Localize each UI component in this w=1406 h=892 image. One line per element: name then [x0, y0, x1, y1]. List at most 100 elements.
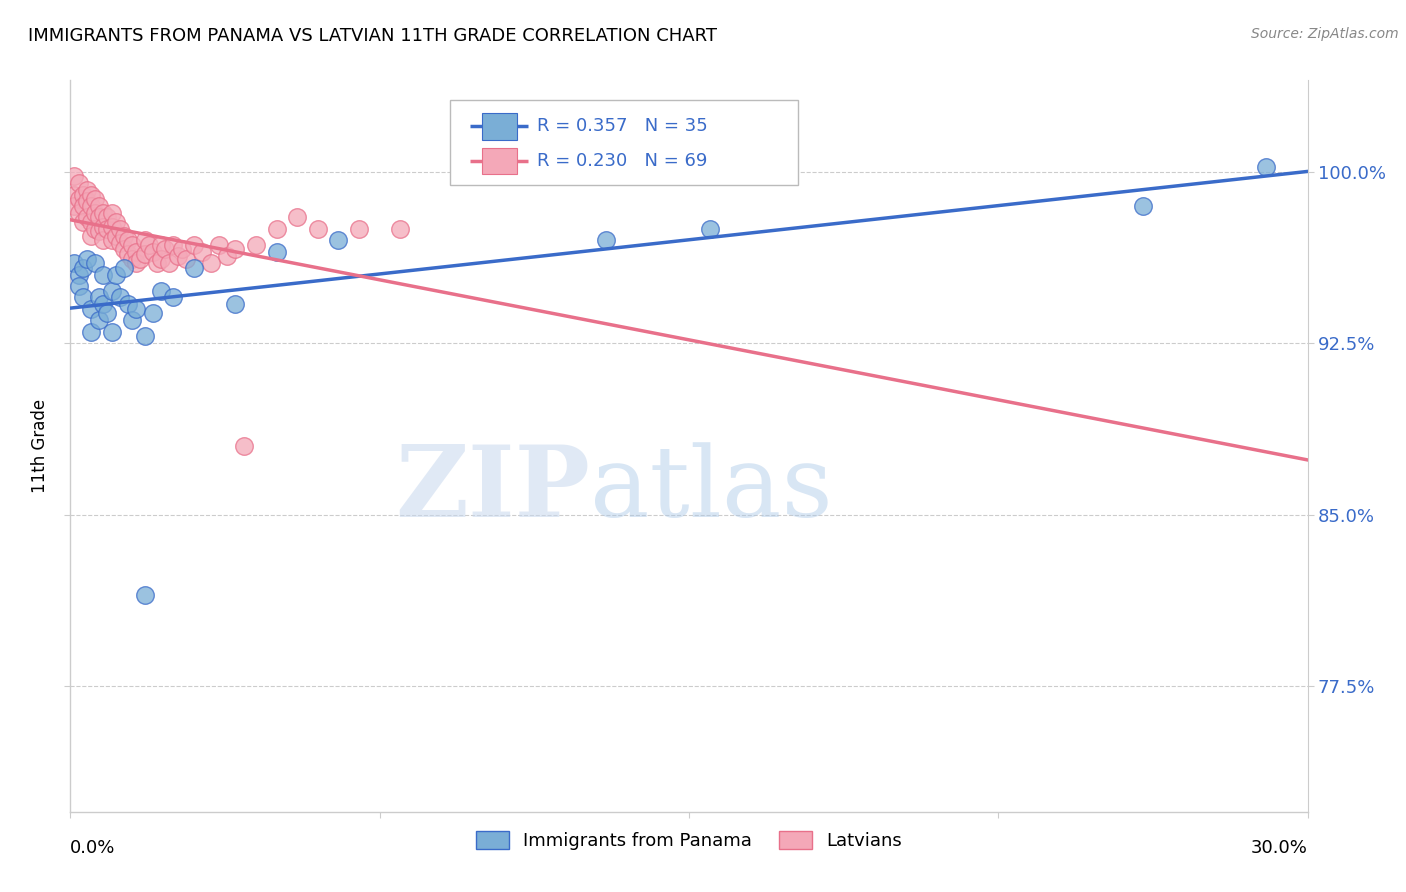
Point: [162, 238, 184, 252]
Point: [121, 313, 143, 327]
Point: [1132, 199, 1154, 213]
Point: [80, 301, 103, 316]
Point: [117, 233, 139, 247]
Point: [63, 199, 86, 213]
Point: [80, 325, 103, 339]
Point: [142, 244, 165, 259]
Point: [100, 233, 122, 247]
Point: [72, 260, 94, 275]
Point: [134, 329, 156, 343]
Point: [307, 222, 329, 236]
Point: [108, 235, 131, 250]
Point: [100, 219, 122, 234]
Point: [121, 238, 143, 252]
FancyBboxPatch shape: [482, 147, 517, 174]
Point: [84, 222, 107, 236]
Point: [104, 228, 127, 243]
Point: [67, 192, 90, 206]
Point: [63, 169, 86, 184]
Point: [134, 233, 156, 247]
Point: [266, 244, 288, 259]
Point: [84, 256, 107, 270]
Point: [245, 238, 267, 252]
Point: [67, 176, 90, 190]
Point: [67, 279, 90, 293]
Text: Source: ZipAtlas.com: Source: ZipAtlas.com: [1251, 27, 1399, 41]
Point: [76, 252, 98, 266]
Point: [150, 238, 173, 252]
Point: [138, 238, 160, 252]
Point: [104, 268, 127, 282]
Point: [125, 256, 148, 270]
Point: [389, 222, 412, 236]
FancyBboxPatch shape: [450, 100, 797, 185]
Point: [100, 325, 122, 339]
Point: [91, 206, 114, 220]
Point: [89, 211, 111, 225]
Text: R = 0.230   N = 69: R = 0.230 N = 69: [537, 152, 707, 169]
Point: [134, 588, 156, 602]
Point: [129, 252, 152, 266]
Point: [112, 260, 135, 275]
Point: [150, 252, 173, 266]
Point: [72, 290, 94, 304]
Legend: Immigrants from Panama, Latvians: Immigrants from Panama, Latvians: [470, 823, 908, 857]
Point: [266, 222, 288, 236]
Point: [224, 243, 246, 257]
Point: [89, 313, 111, 327]
Point: [96, 211, 118, 225]
Point: [125, 301, 148, 316]
Point: [200, 256, 222, 270]
Point: [157, 256, 180, 270]
FancyBboxPatch shape: [482, 113, 517, 139]
Point: [183, 238, 205, 252]
Point: [232, 439, 254, 453]
Point: [63, 256, 86, 270]
Point: [84, 192, 107, 206]
Point: [183, 260, 205, 275]
Point: [170, 243, 193, 257]
Point: [224, 297, 246, 311]
Point: [91, 268, 114, 282]
Text: R = 0.357   N = 35: R = 0.357 N = 35: [537, 118, 707, 136]
Point: [142, 306, 165, 320]
Point: [76, 183, 98, 197]
Point: [117, 297, 139, 311]
Point: [125, 244, 148, 259]
Point: [150, 284, 173, 298]
Point: [174, 252, 197, 266]
Point: [153, 243, 176, 257]
Point: [215, 249, 238, 263]
Point: [76, 194, 98, 209]
Point: [100, 284, 122, 298]
Y-axis label: 11th Grade: 11th Grade: [31, 399, 49, 493]
Point: [89, 199, 111, 213]
Point: [91, 233, 114, 247]
Point: [285, 211, 308, 225]
Point: [89, 224, 111, 238]
Point: [112, 228, 135, 243]
Point: [96, 222, 118, 236]
Point: [117, 247, 139, 261]
Point: [1256, 160, 1278, 174]
Point: [80, 228, 103, 243]
Point: [76, 211, 98, 225]
Point: [91, 219, 114, 234]
Point: [72, 199, 94, 213]
Point: [108, 290, 131, 304]
Text: 0.0%: 0.0%: [70, 839, 115, 857]
Point: [146, 256, 169, 270]
Text: ZIP: ZIP: [395, 442, 591, 539]
Point: [108, 222, 131, 236]
Point: [89, 290, 111, 304]
Point: [91, 297, 114, 311]
Point: [80, 199, 103, 213]
Point: [191, 244, 214, 259]
Point: [72, 215, 94, 229]
Point: [96, 306, 118, 320]
Point: [80, 215, 103, 229]
Point: [166, 249, 188, 263]
Point: [162, 290, 184, 304]
Point: [208, 238, 231, 252]
Point: [134, 247, 156, 261]
